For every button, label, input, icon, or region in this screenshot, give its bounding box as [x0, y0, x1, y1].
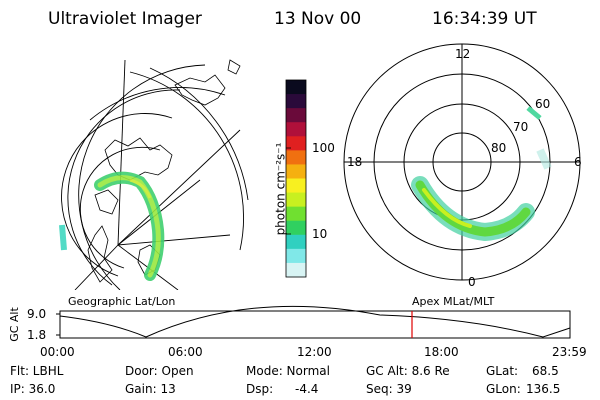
map-meridian — [74, 244, 119, 290]
colorbar-band — [286, 192, 306, 208]
ip-status: IP: 36.0 — [10, 382, 56, 396]
colorbar-band — [286, 108, 306, 123]
left-panel-label: Geographic Lat/Lon — [68, 295, 176, 308]
colorbar — [286, 80, 306, 278]
right-panel-label: Apex MLat/MLT — [412, 295, 495, 308]
colorbar-tick-100: 100 — [312, 141, 335, 155]
mlt-label-18: 18 — [347, 155, 363, 169]
colorbar-band — [286, 206, 306, 222]
map-lat-arc — [61, 113, 173, 277]
map-meridian — [117, 129, 241, 246]
altitude-ytick-low: 1.8 — [27, 328, 47, 342]
dsp-label: Dsp: — [246, 382, 274, 396]
time-tick-0600: 06:00 — [168, 345, 203, 359]
time-tick-2359: 23:59 — [552, 345, 587, 359]
map-lat-arc — [79, 146, 161, 269]
glat-label: GLat: — [486, 364, 519, 378]
polar-aurora-oval — [411, 106, 552, 242]
time-tick-1200: 12:00 — [297, 345, 332, 359]
colorbar-band — [286, 164, 306, 179]
mlat-label-70: 70 — [513, 120, 529, 134]
map-boundary-arc — [129, 71, 244, 251]
polar-plot — [343, 43, 581, 281]
map-lat-arc — [67, 89, 181, 286]
date-label: 13 Nov 00 — [274, 9, 362, 29]
door-status: Door: Open — [125, 364, 194, 378]
colorbar-band — [286, 80, 306, 95]
mlat-label-60: 60 — [535, 97, 551, 111]
altitude-ytick-high: 9.0 — [27, 307, 47, 321]
colorbar-band — [286, 262, 306, 278]
coastline — [227, 59, 241, 75]
colorbar-band — [286, 94, 306, 109]
gc-alt-status: GC Alt: 8.6 Re — [366, 364, 450, 378]
filter-status: Flt: LBHL — [10, 364, 64, 378]
mlt-label-12: 12 — [455, 47, 471, 61]
instrument-title: Ultraviolet Imager — [48, 9, 202, 29]
seq-status: Seq: 39 — [366, 382, 412, 396]
map-boundary-arc — [149, 67, 249, 201]
geographic-aurora-oval — [59, 171, 165, 281]
dsp-value: -4.4 — [295, 382, 319, 396]
gain-status: Gain: 13 — [125, 382, 176, 396]
colorbar-band — [286, 248, 306, 264]
mlt-label-6: 6 — [574, 155, 582, 169]
colorbar-band — [286, 122, 306, 137]
colorbar-band — [286, 150, 306, 165]
colorbar-frame — [285, 79, 307, 278]
altitude-curve — [59, 305, 571, 338]
glat-value: 68.5 — [532, 364, 559, 378]
time-tick-0000: 00:00 — [40, 345, 75, 359]
coastline — [94, 189, 119, 215]
colorbar-band — [286, 234, 306, 250]
time-label: 16:34:39 UT — [432, 9, 537, 29]
coastline — [174, 74, 226, 106]
colorbar-band — [286, 220, 306, 236]
altitude-frame — [59, 310, 571, 339]
colorbar-unit-label: photon cm⁻²s⁻¹ — [273, 142, 288, 236]
mlt-label-0: 0 — [468, 275, 476, 289]
altitude-plot — [56, 305, 571, 339]
map-meridian — [117, 234, 231, 246]
colorbar-tick-10: 10 — [312, 227, 328, 241]
time-tick-1800: 18:00 — [424, 345, 459, 359]
colorbar-band — [286, 178, 306, 194]
mode-status: Mode: Normal — [246, 364, 330, 378]
coastline — [87, 225, 113, 283]
glon-value: 136.5 — [526, 382, 561, 396]
mlat-label-80: 80 — [491, 141, 507, 155]
altitude-ylabel: GC Alt — [7, 307, 21, 342]
glon-label: GLon: — [486, 382, 521, 396]
colorbar-band — [286, 136, 306, 151]
map-boundary-arc — [89, 87, 226, 121]
map-meridian — [117, 59, 126, 246]
